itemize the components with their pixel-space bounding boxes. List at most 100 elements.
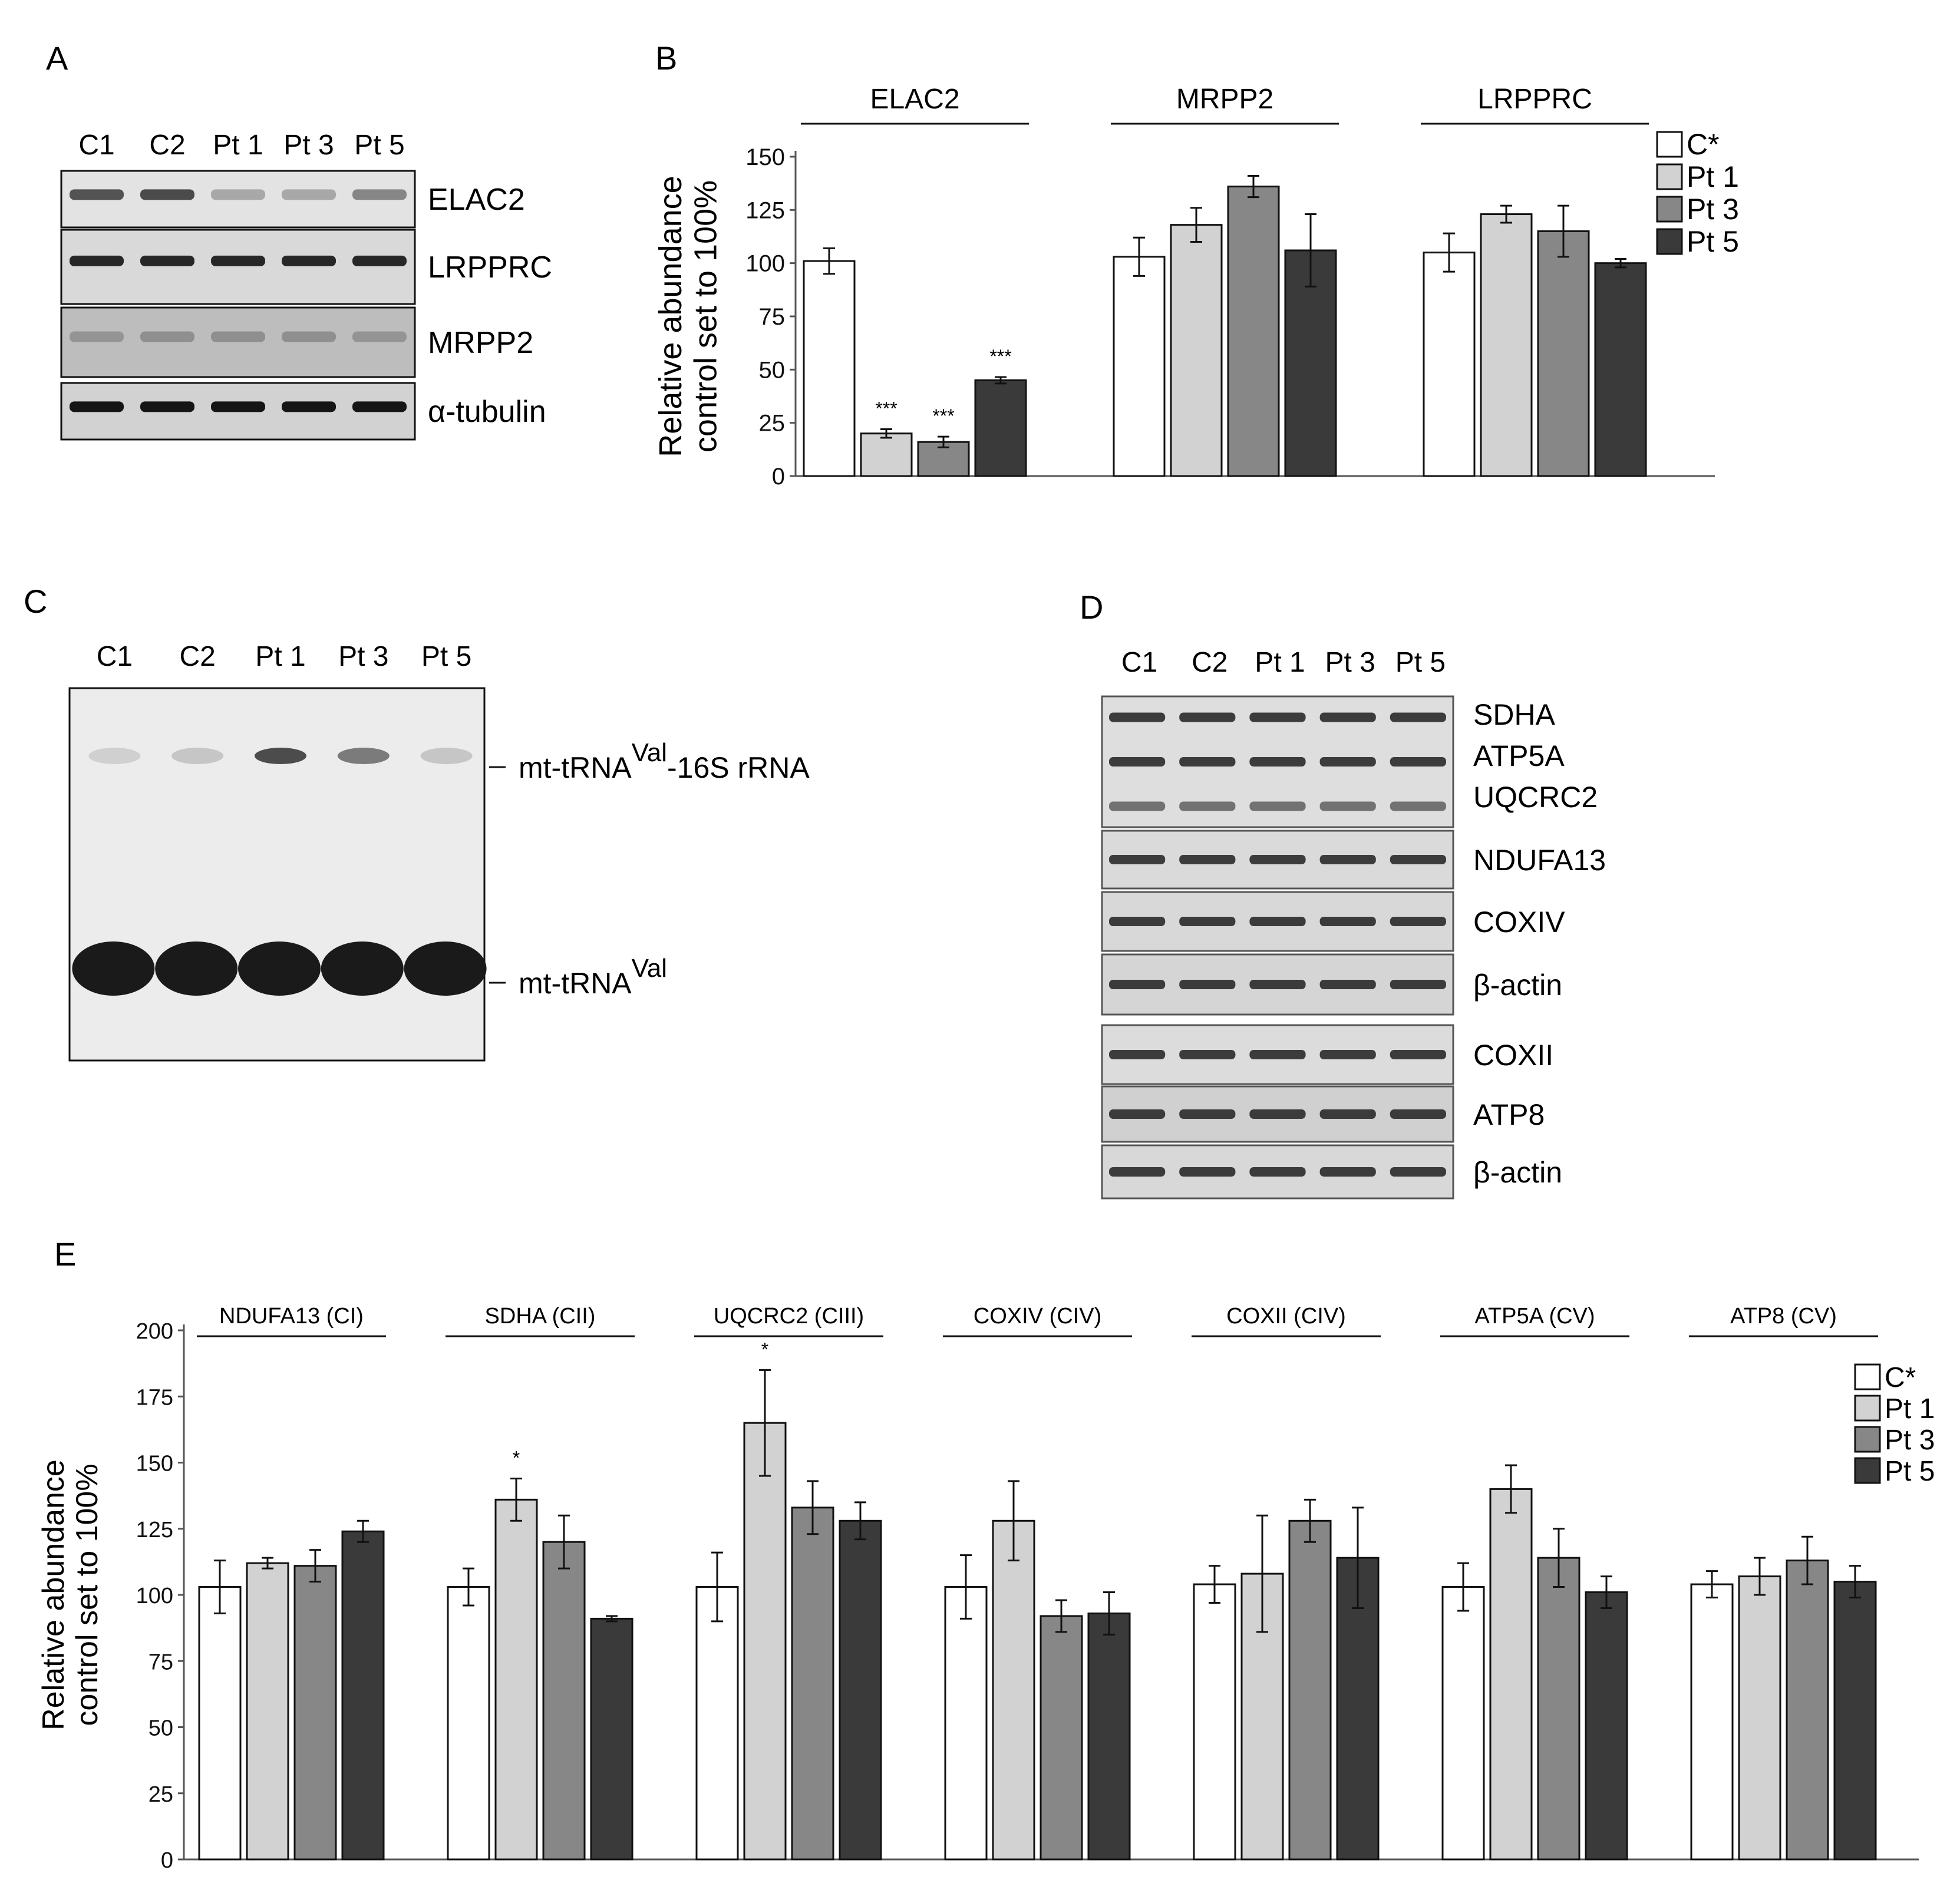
panel-label-e: E [54,1235,76,1273]
panel-a-western-blot: C1 C2 Pt 1 Pt 3 Pt 5 ELAC2 LRPPRC MRPP2 α-tubul… [60,130,552,441]
panel-b-group-label-mrpp2: MRPP2 [1176,84,1273,115]
panel-e-bar-coxii-civ-pt-3 [1288,1519,1332,1861]
panel-d-band-ndufa13-pt-3 [1319,855,1376,864]
panel-a-band-lrpprc-pt-1 [211,255,265,266]
panel-c-lower-band-c2 [155,941,238,996]
panel-d-lane-c2: C2 [1192,647,1228,678]
panel-d-band-atp8-pt-5 [1390,1109,1446,1119]
panel-d-band-actin-pt-1 [1249,980,1306,989]
panel-b-bar-mrpp2-c [1113,256,1166,477]
panel-e-bar-coxiv-civ-pt-3 [1040,1615,1083,1861]
panel-e-ytick-label-175: 175 [136,1385,173,1410]
panel-a-blot-label-mrpp2: MRPP2 [428,326,533,360]
panel-a-blot-lrpprc [60,229,416,305]
panel-d-band-coxii-c2 [1179,1050,1236,1059]
panel-a-band-elac2-c1 [70,189,124,200]
panel-e-ytick-label-100: 100 [136,1584,173,1608]
panel-b-legend-label-pt-5: Pt 5 [1687,225,1739,258]
panel-a-blot-label-tubulin: α-tubulin [428,395,546,429]
panel-d-lane-pt-3: Pt 3 [1325,647,1375,678]
panel-e-bar-ndufa13-ci-c [198,1586,242,1861]
panel-e-legend-swatch-pt-1 [1854,1395,1881,1422]
panel-e-bar-atp8-cv-pt-5 [1833,1581,1877,1861]
panel-b-legend-swatch-c [1656,131,1683,158]
panel-e-bar-coxiv-civ-c [944,1586,988,1861]
panel-c-northern-blot: C1 C2 Pt 1 Pt 3 Pt 5 mt-tRNAVal-16S rRNA mt-… [68,641,810,1062]
panel-e-bar-sdha-cii-pt-5 [590,1617,633,1861]
panel-b-significance-elac2-pt-5: *** [989,346,1011,367]
panel-b-bar-elac2-c [803,260,856,477]
panel-a-blot-mrpp2 [60,306,416,378]
panel-d-band-actin-pt-5 [1390,980,1446,989]
panel-c-upper-band-c1 [88,748,141,764]
panel-e-bar-atp5a-cv-pt-5 [1585,1591,1628,1861]
panel-e-bar-atp5a-cv-c [1441,1586,1485,1861]
panel-d-blot-label-atp5a: ATP5A [1473,739,1565,772]
panel-b-legend-label-pt-1: Pt 1 [1687,160,1739,193]
panel-d-band-uqcrc2-pt-5 [1390,801,1446,811]
panel-c-lower-band-pt-3 [321,941,404,996]
panel-e-bar-atp5a-cv-pt-1 [1489,1488,1533,1861]
panel-b-bar-mrpp2-pt-5 [1284,249,1337,477]
panel-e-group-label-coxii-civ: COXII (CIV) [1226,1304,1346,1329]
panel-e-legend-label-pt-3: Pt 3 [1885,1425,1935,1456]
panel-d-band-ndufa13-c2 [1179,855,1236,864]
panel-d-band-uqcrc2-c2 [1179,801,1236,811]
panel-d-band-uqcrc2-c1 [1109,801,1166,811]
panel-d-lane-labels: C1 C2 Pt 1 Pt 3 Pt 5 [1121,647,1446,678]
panel-d-band-atp8-pt-3 [1319,1109,1376,1119]
panel-b-ytick-label-75: 75 [759,304,786,330]
panel-e-bar-atp8-cv-pt-1 [1738,1575,1781,1861]
panel-e-legend-swatch-c [1854,1363,1881,1390]
panel-d-blot-label-actin: β-actin [1473,969,1562,1002]
panel-d-band-actin-c2 [1179,980,1236,989]
panel-d-band-coxii-c1 [1109,1050,1166,1059]
panel-c-lower-band-label: mt-tRNAVal [519,954,667,1000]
panel-b-group-label-lrpprc: LRPPRC [1477,84,1592,115]
panel-b-y-axis-title: Relative abundance [653,176,688,457]
panel-a-lane-pt-3: Pt 3 [283,130,334,161]
panel-b-bar-elac2-pt-1 [860,432,913,477]
panel-c-bands [72,748,487,996]
panel-e-group-label-uqcrc2-ciii: UQCRC2 (CIII) [714,1304,864,1329]
panel-d-band-uqcrc2-pt-3 [1319,801,1376,811]
panel-a-band-mrpp2-c1 [70,331,124,342]
panel-a-band-elac2-c2 [140,189,194,200]
panel-c-lower-band-pt-1 [238,941,321,996]
panel-b-group-label-elac2: ELAC2 [870,84,959,115]
panel-d-band-sdha-c1 [1109,712,1166,722]
panel-a-band-lrpprc-pt-5 [352,255,407,266]
panel-d-band-atp8-c2 [1179,1109,1236,1119]
panel-d-blot-label-coxiv: COXIV [1473,906,1565,939]
panel-b-legend-label-pt-3: Pt 3 [1687,193,1739,226]
panel-d-blot-label-actin: β-actin [1473,1156,1562,1189]
panel-c-lane-c2: C2 [180,641,216,672]
panel-e-bar-coxiv-civ-pt-1 [992,1519,1035,1861]
panel-d-band-coxiv-c1 [1109,917,1166,926]
panel-b-significance-elac2-pt-3: *** [932,405,954,427]
panel-d-band-coxiv-pt-1 [1249,917,1306,926]
panel-e-bar-ndufa13-ci-pt-5 [341,1530,385,1861]
panel-c-lane-c1: C1 [97,641,133,672]
panel-label-c: C [24,583,47,620]
panel-b-significance-elac2-pt-1: *** [875,398,897,419]
panel-a-band-tubulin-pt-3 [282,401,336,412]
panel-d-band-actin-c1 [1109,980,1166,989]
panel-e-bar-atp8-cv-pt-3 [1786,1560,1829,1861]
panel-d-band-actin-pt-3 [1319,980,1376,989]
panel-a-band-elac2-pt-3 [282,189,336,200]
panel-e-significance-sdha-cii-pt-1: * [513,1447,520,1468]
panel-d-lane-pt-1: Pt 1 [1255,647,1305,678]
panel-e-bar-uqcrc2-ciii-pt-1 [743,1422,787,1861]
panel-c-upper-band-pt-3 [337,748,390,764]
panel-e-bar-uqcrc2-ciii-pt-3 [791,1507,834,1861]
panel-e-bar-ndufa13-ci-pt-3 [293,1565,337,1861]
panel-a-band-elac2-pt-1 [211,189,265,200]
panel-e-ytick-label-50: 50 [149,1716,173,1741]
panel-a-band-tubulin-c1 [70,401,124,412]
panel-e-legend-label-pt-1: Pt 1 [1885,1393,1935,1425]
panel-d-band-actin-pt-1 [1249,1167,1306,1177]
panel-label-a: A [46,39,68,77]
panel-d-band-atp5a-c2 [1179,757,1236,767]
panel-b-legend-swatch-pt-5 [1656,228,1683,255]
